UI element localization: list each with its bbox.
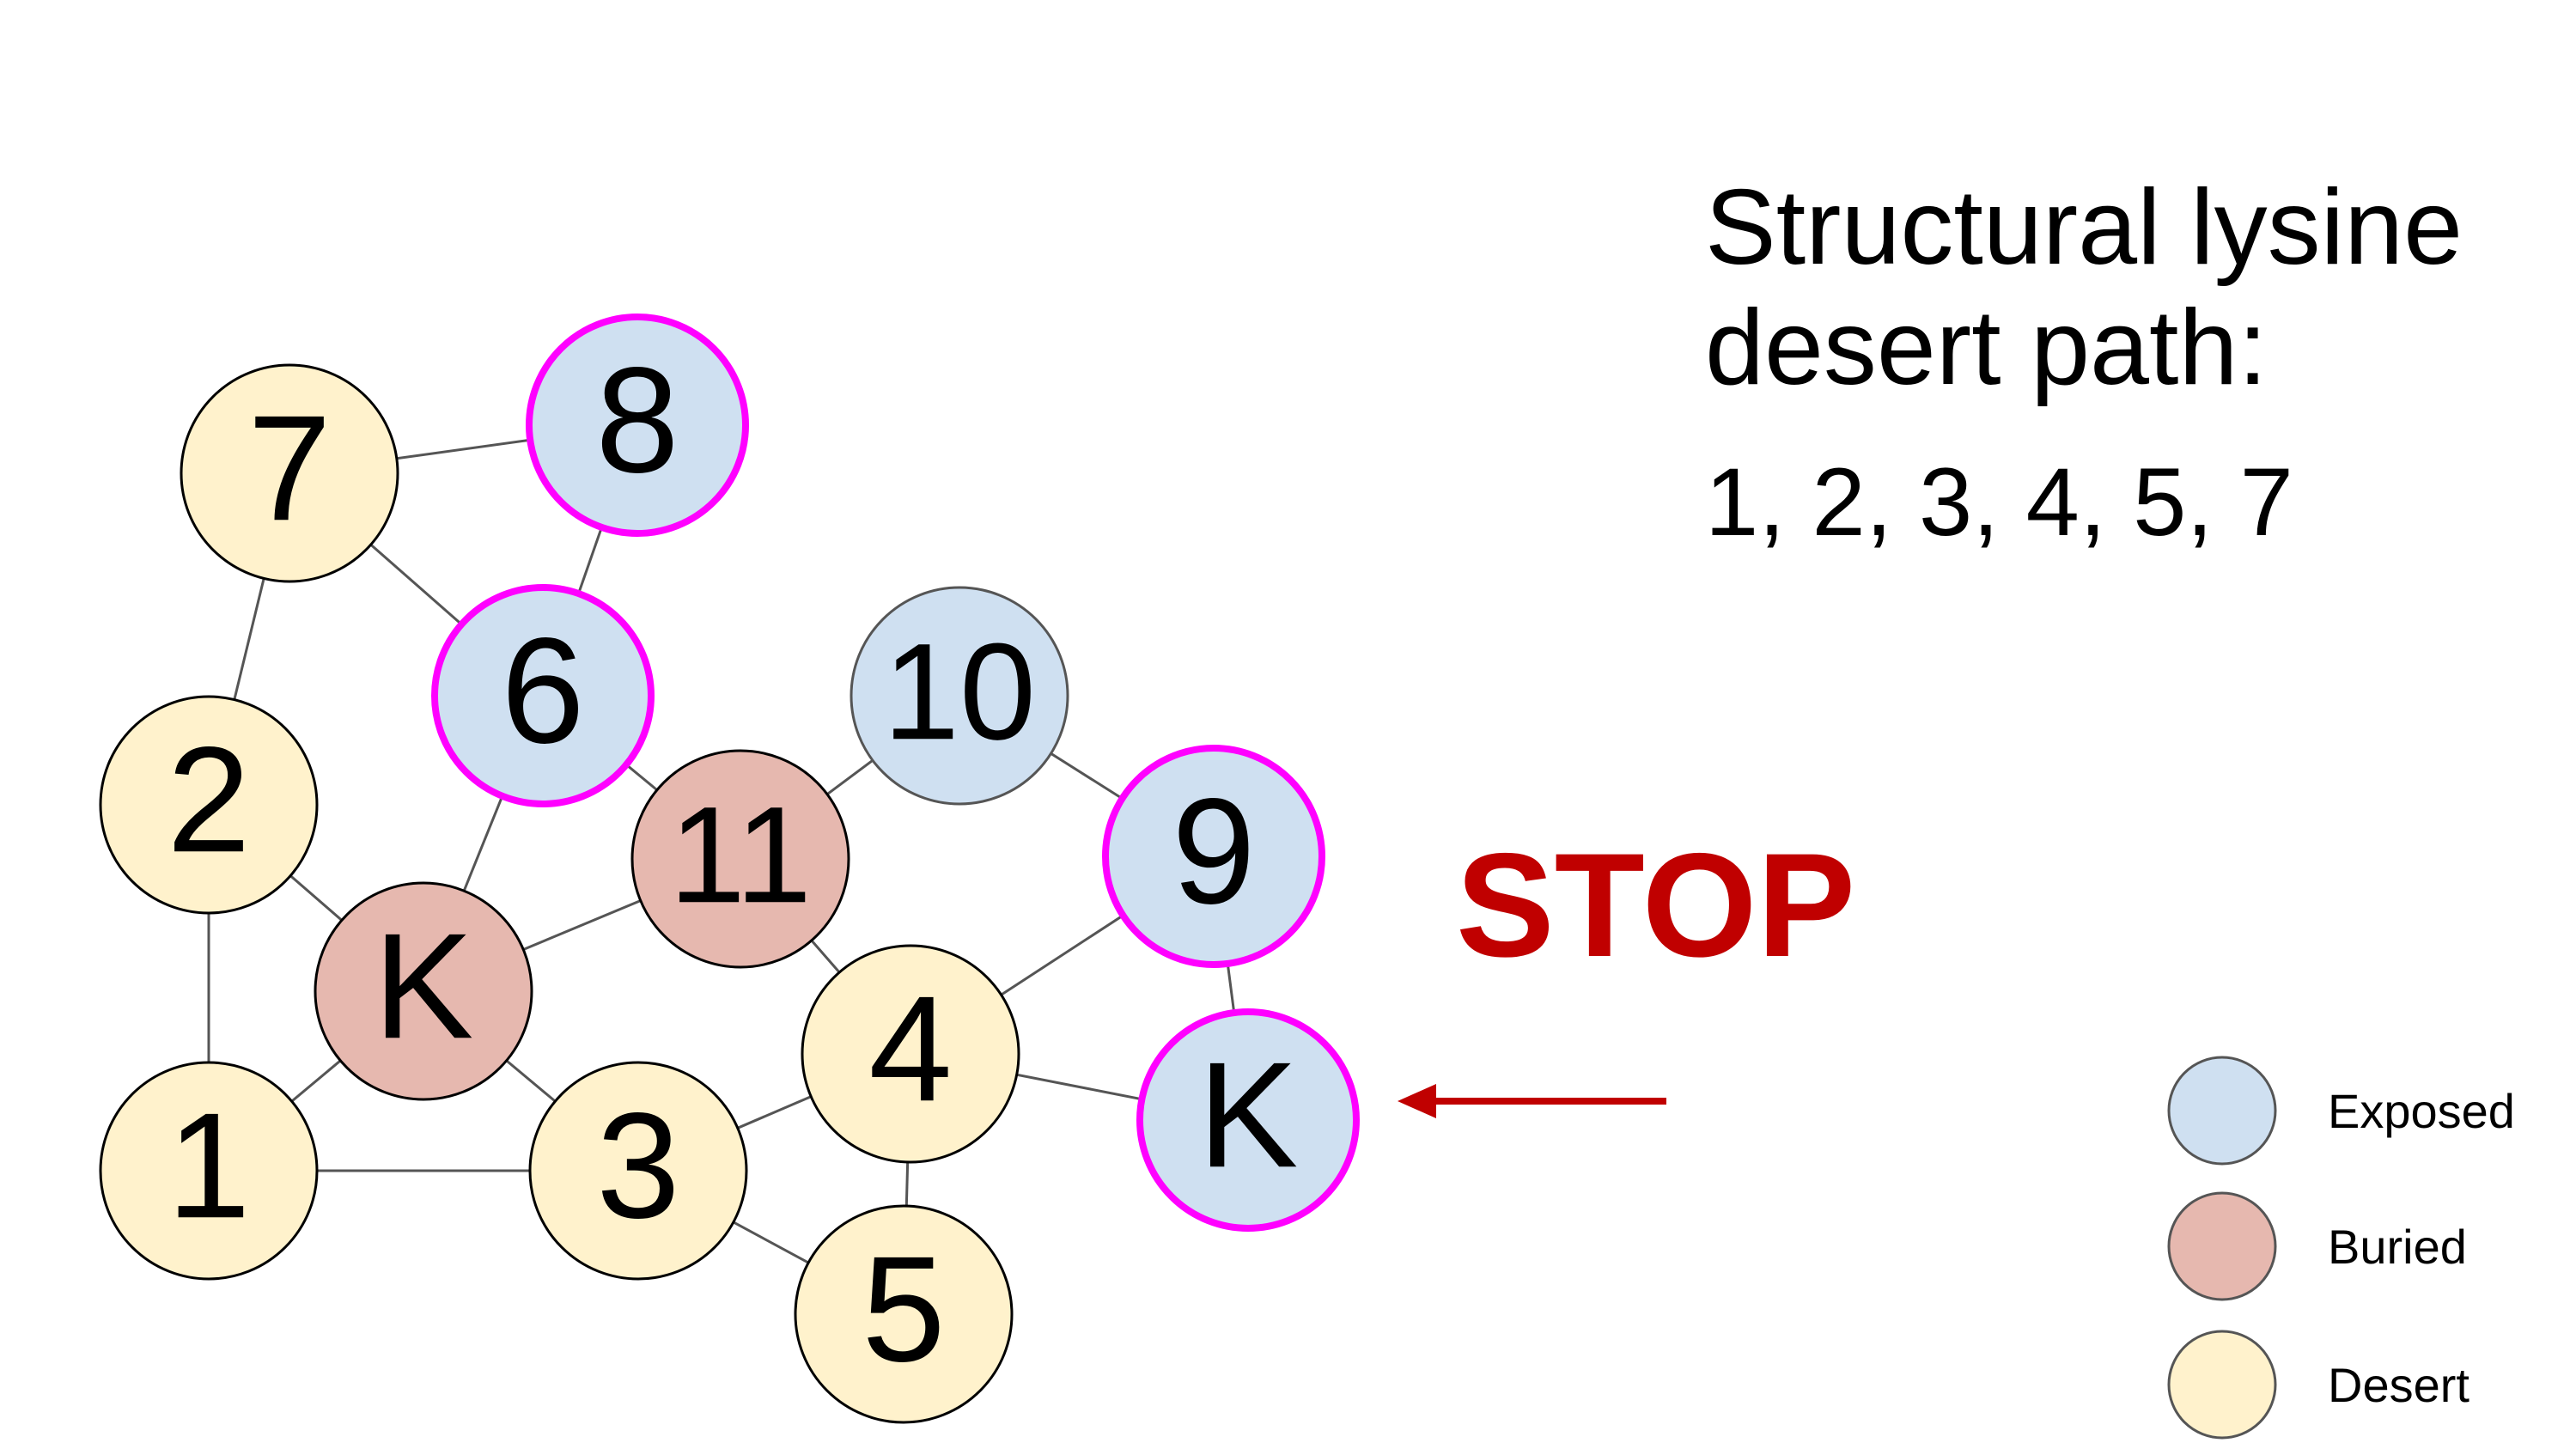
arrow [1398, 1084, 1666, 1118]
node-n7: 7 [180, 363, 399, 583]
node-circle [794, 1204, 1014, 1424]
node-label: 11 [669, 777, 812, 931]
node-circle [1102, 745, 1325, 968]
node-circle [630, 749, 850, 969]
node-circle [314, 881, 533, 1101]
arrow-head [1398, 1084, 1436, 1118]
legend-swatch-buried [2167, 1191, 2277, 1301]
node-label: 4 [868, 965, 952, 1133]
legend-label-desert: Desert [2328, 1358, 2469, 1412]
node-n4: 4 [801, 944, 1020, 1164]
legend-item-exposed: Exposed [2167, 1056, 2515, 1166]
node-circle [180, 363, 399, 583]
node-label: 6 [501, 607, 584, 775]
node-circle [431, 584, 655, 807]
node-n9: 9 [1102, 745, 1325, 968]
node-n3: 3 [528, 1061, 748, 1281]
node-circle [1136, 1008, 1360, 1232]
node-label: 2 [167, 716, 250, 884]
stop-label: STOP [1456, 823, 1856, 988]
legend-swatch-desert [2167, 1330, 2277, 1440]
node-nK1: K [314, 881, 533, 1101]
node-label: 1 [167, 1082, 250, 1250]
node-circle [526, 314, 749, 537]
legend-swatch-exposed [2167, 1056, 2277, 1166]
node-circle [99, 695, 319, 915]
title-line-2: desert path: [1705, 289, 2268, 407]
legend-item-buried: Buried [2167, 1191, 2467, 1301]
legend-label-exposed: Exposed [2328, 1084, 2515, 1138]
node-label: 9 [1172, 768, 1255, 935]
path-list: 1, 2, 3, 4, 5, 7 [1705, 448, 2293, 556]
node-n10: 10 [850, 586, 1069, 806]
node-circle [801, 944, 1020, 1164]
node-n11: 11 [630, 749, 850, 969]
node-nK2: K [1136, 1008, 1360, 1232]
node-n2: 2 [99, 695, 319, 915]
node-label: 7 [247, 385, 331, 552]
node-label: 8 [595, 337, 679, 504]
node-label: 3 [596, 1082, 679, 1250]
node-label: 5 [862, 1226, 945, 1393]
legend: Exposed Buried Desert [2167, 1056, 2515, 1440]
title: Structural lysine desert path: [1705, 167, 2463, 408]
legend-item-desert: Desert [2167, 1330, 2469, 1440]
node-circle [99, 1061, 319, 1281]
title-line-1: Structural lysine [1705, 168, 2463, 287]
node-label: K [374, 903, 474, 1070]
node-n6: 6 [431, 584, 655, 807]
node-label: K [1198, 1032, 1299, 1199]
node-label: 10 [883, 614, 1036, 768]
node-n5: 5 [794, 1204, 1014, 1424]
node-circle [850, 586, 1069, 806]
node-n1: 1 [99, 1061, 319, 1281]
node-n8: 8 [526, 314, 749, 537]
legend-label-buried: Buried [2328, 1220, 2467, 1274]
node-circle [528, 1061, 748, 1281]
